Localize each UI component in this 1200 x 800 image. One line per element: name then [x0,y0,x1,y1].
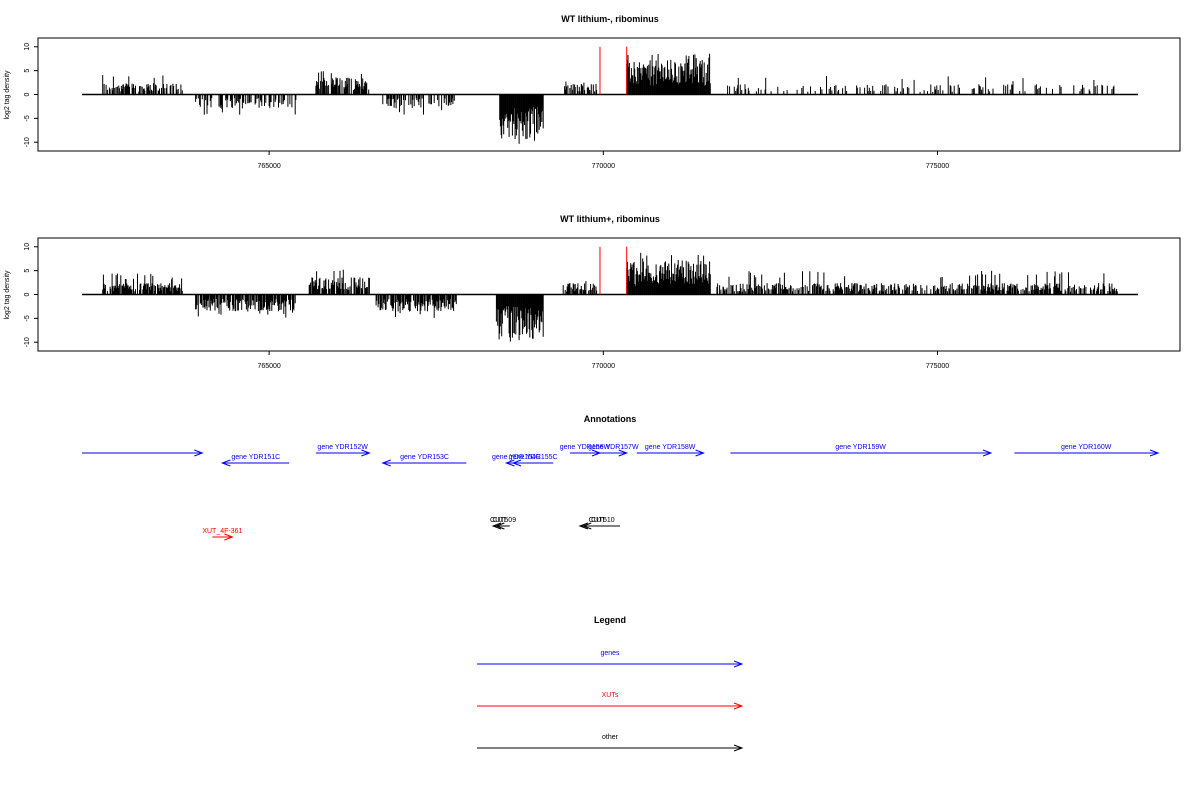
xut-label: XUT_4F-361 [202,528,242,535]
gene-arrowhead [618,449,629,457]
other-label: CUT509 [490,517,516,524]
y-tick-label: -10 [24,337,31,347]
x-tick-label: 775000 [926,163,949,170]
gene-label: gene YDR157W [588,444,639,451]
track-panel-lithium-minus: WT lithium-, ribominus log2 tag density … [4,14,1181,170]
bars-group [82,46,1138,144]
gene-label: gene YDR153C [400,454,449,461]
legend-label-genes: genes [600,650,620,657]
legend-arrowhead [733,744,744,752]
legend-items: genes XUTs other [477,650,744,752]
gene-arrowhead [361,449,371,457]
y-tick-label: 10 [24,243,31,251]
y-axis-label: log2 tag density [4,70,11,120]
y-tick-label: -10 [24,137,31,147]
other-arrowhead [494,522,505,530]
gene-label: gene YDR158W [645,444,696,451]
y-tick-label: 5 [24,69,31,73]
xut-arrowhead [224,533,234,541]
gene-label: gene YDR159W [835,444,886,451]
other-arrowhead [581,522,592,530]
gene-arrowhead [511,459,522,467]
gene-label: gene YDR160W [1061,444,1112,451]
annotations-title: Annotations [584,414,637,424]
legend-arrowhead [733,660,744,668]
gene-arrowhead [381,459,391,467]
other-label: CUT [591,517,606,524]
legend-label-xuts: XUTs [602,692,619,699]
legend-arrowhead [733,702,744,710]
axes-group: -10 -5 0 5 10 765000 770000 775000 [24,243,949,370]
gene-label: gene YDR155C [509,454,558,461]
other-arrowhead [491,522,502,530]
x-tick-label: 770000 [592,363,615,370]
x-tick-label: 765000 [257,163,280,170]
gene-label: gene YDR152W [317,444,368,451]
axes-group: -10 -5 0 5 10 765000 770000 775000 [24,43,949,170]
panel-title: WT lithium-, ribominus [561,14,659,24]
gene-arrowhead [194,449,204,457]
x-tick-label: 765000 [257,363,280,370]
track-panel-lithium-plus: WT lithium+, ribominus log2 tag density … [4,214,1181,370]
y-tick-label: -5 [24,315,31,321]
other-label: CUT [493,517,508,524]
gene-label: gene YDR156W [560,444,611,451]
gene-arrowhead [504,459,515,467]
gene-arrowhead [982,449,993,457]
legend-title: Legend [594,615,626,625]
legend: Legend genes XUTs other [477,615,744,752]
y-tick-label: 0 [24,292,31,296]
annotation-features: gene YDR151C gene YDR152W gene YDR153C gene… [82,444,1160,541]
y-axis-label: log2 tag density [4,270,11,320]
other-arrowhead [578,522,589,530]
gene-arrowhead [1149,449,1160,457]
y-tick-label: 10 [24,43,31,51]
y-tick-label: 0 [24,92,31,96]
gene-label: gene YDR151C [231,454,280,461]
panel-title: WT lithium+, ribominus [560,214,660,224]
gene-label: gene YDR154C [492,454,541,461]
gene-arrowhead [220,459,231,467]
gene-arrowhead [695,449,705,457]
y-tick-label: 5 [24,269,31,273]
y-tick-label: -5 [24,115,31,121]
bars-group [82,246,1138,342]
x-tick-label: 770000 [592,163,615,170]
legend-label-other: other [602,734,619,741]
x-tick-label: 775000 [926,363,949,370]
other-label: CUT510 [589,517,615,524]
